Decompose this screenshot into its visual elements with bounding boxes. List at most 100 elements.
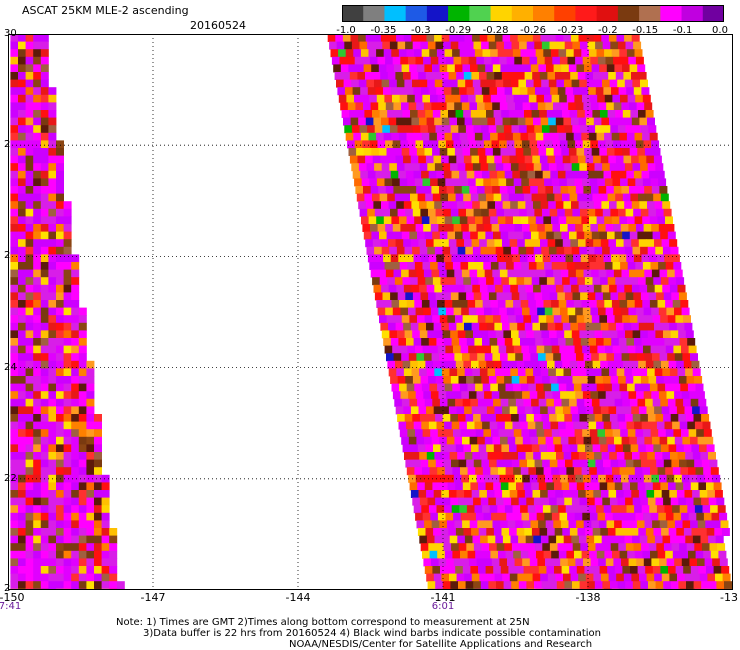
- wind-cell: [578, 284, 587, 293]
- wind-cell: [452, 178, 461, 187]
- wind-cell: [477, 148, 486, 156]
- wind-cell: [568, 436, 577, 445]
- wind-cell: [596, 338, 604, 346]
- wind-cell: [63, 322, 72, 331]
- wind-cell: [421, 49, 430, 58]
- wind-cell: [533, 452, 542, 460]
- wind-cell: [601, 284, 610, 293]
- wind-cell: [669, 490, 678, 498]
- wind-cell: [593, 322, 602, 331]
- wind-cell: [48, 353, 57, 362]
- wind-cell: [556, 79, 565, 88]
- wind-cell: [56, 398, 64, 407]
- wind-cell: [583, 353, 592, 362]
- wind-cell: [441, 155, 450, 164]
- wind-cell: [458, 459, 467, 468]
- wind-cell: [593, 201, 602, 210]
- wind-cell: [602, 414, 611, 422]
- wind-cell: [435, 292, 444, 301]
- wind-cell: [56, 528, 64, 536]
- wind-cell: [430, 140, 439, 149]
- wind-cell: [416, 520, 425, 529]
- wind-cell: [523, 231, 532, 240]
- wind-cell: [390, 170, 399, 179]
- wind-cell: [430, 56, 439, 65]
- wind-cell: [524, 406, 533, 415]
- wind-cell: [40, 132, 49, 141]
- wind-cell: [612, 550, 620, 559]
- wind-cell: [475, 216, 483, 225]
- wind-cell: [615, 110, 624, 118]
- wind-cell: [357, 155, 366, 164]
- wind-cell: [382, 292, 391, 301]
- wind-cell: [551, 262, 560, 270]
- wind-cell: [633, 254, 642, 263]
- wind-cell: [669, 322, 678, 331]
- wind-cell: [33, 79, 42, 88]
- wind-cell: [354, 56, 363, 65]
- wind-cell: [461, 140, 470, 149]
- wind-cell: [18, 148, 26, 156]
- wind-cell: [561, 566, 570, 574]
- wind-cell: [591, 436, 600, 445]
- wind-cell: [591, 186, 599, 194]
- wind-cell: [715, 535, 724, 544]
- wind-cell: [94, 421, 102, 430]
- wind-cell: [589, 216, 597, 225]
- wind-cell: [475, 467, 484, 476]
- wind-cell: [499, 224, 508, 232]
- wind-cell: [71, 300, 80, 308]
- wind-cell: [33, 368, 42, 377]
- wind-cell: [25, 566, 34, 574]
- wind-cell: [444, 467, 453, 476]
- wind-cell: [581, 132, 590, 141]
- wind-cell: [585, 490, 594, 498]
- wind-cell: [48, 140, 57, 149]
- wind-cell: [449, 368, 458, 377]
- wind-cell: [408, 186, 417, 194]
- wind-cell: [488, 292, 497, 301]
- wind-cell: [613, 186, 622, 194]
- wind-cell: [594, 497, 603, 506]
- wind-cell: [418, 155, 427, 164]
- wind-cell: [437, 512, 446, 521]
- wind-cell: [484, 391, 493, 400]
- wind-cell: [459, 300, 468, 308]
- wind-cell: [490, 49, 499, 58]
- wind-cell: [640, 125, 649, 134]
- wind-cell: [571, 497, 580, 506]
- wind-cell: [692, 406, 701, 415]
- wind-cell: [372, 193, 380, 202]
- wind-cell: [78, 345, 87, 354]
- wind-cell: [582, 178, 591, 187]
- wind-cell: [395, 322, 404, 331]
- wind-cell: [487, 34, 496, 42]
- wind-cell: [480, 163, 489, 172]
- wind-cell: [577, 155, 586, 164]
- wind-cell: [623, 528, 632, 536]
- wind-cell: [632, 452, 640, 460]
- wind-cell: [688, 512, 697, 521]
- wind-cell: [461, 391, 470, 400]
- wind-cell: [488, 376, 497, 384]
- wind-cell: [25, 307, 34, 316]
- wind-cell: [568, 353, 577, 362]
- wind-cell: [18, 41, 26, 50]
- wind-cell: [544, 178, 553, 187]
- wind-cell: [10, 132, 19, 141]
- wind-cell: [709, 459, 718, 468]
- wind-cell: [659, 558, 667, 567]
- wind-cell: [25, 64, 34, 73]
- wind-cell: [63, 246, 72, 255]
- wind-cell: [437, 300, 446, 308]
- wind-cell: [347, 102, 356, 111]
- wind-cell: [384, 178, 393, 187]
- wind-cell: [581, 49, 590, 58]
- wind-cell: [640, 581, 649, 590]
- wind-cell: [420, 292, 429, 301]
- wind-cell: [56, 338, 64, 346]
- wind-cell: [402, 360, 411, 369]
- wind-cell: [477, 231, 486, 240]
- wind-cell: [413, 338, 422, 346]
- wind-cell: [690, 520, 699, 529]
